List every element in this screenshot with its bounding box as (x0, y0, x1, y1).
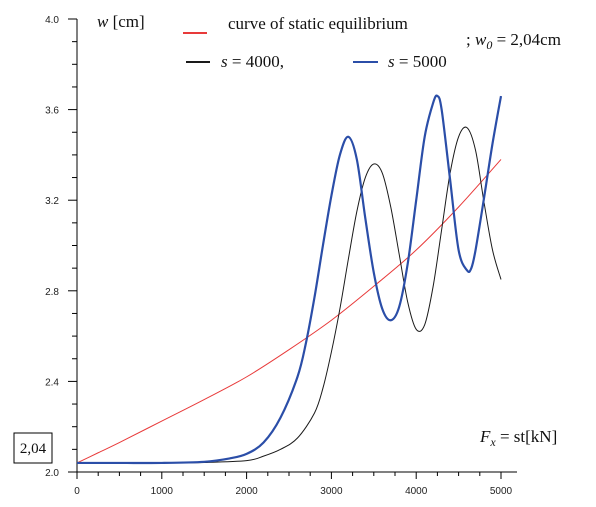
legend-label-s4000: s = 4000, (221, 52, 284, 71)
x-axis-label: Fx = st[kN] (479, 427, 557, 449)
y-tick-label: 2.0 (45, 468, 59, 479)
series-static-equilibrium (76, 159, 502, 464)
x-tick-label: 5000 (490, 486, 513, 497)
y-tick-label: 4.0 (45, 15, 59, 26)
x-tick-label: 0 (74, 486, 80, 497)
y-tick-label: 2.8 (45, 287, 59, 298)
legend: curve of static equilibrium s = 4000, s … (183, 14, 447, 71)
axis-ticks: 0 1000 2000 3000 4000 5000 2.0 2.4 2.8 3.2 3.6 4.0 (45, 15, 512, 497)
w0-box-label: 2,04 (20, 441, 47, 457)
x-tick-label: 3000 (320, 486, 343, 497)
x-tick-label: 4000 (405, 486, 428, 497)
legend-label-equilibrium: curve of static equilibrium (228, 14, 408, 33)
y-tick-label: 3.6 (45, 106, 59, 117)
w0-annotation: ; w0 = 2,04cm (466, 30, 561, 52)
y-axis-label: w [cm] (97, 12, 145, 31)
series-layer (76, 94, 503, 465)
series-s-4000 (77, 126, 502, 464)
legend-label-s5000: s = 5000 (388, 52, 447, 71)
series-s-5000 (77, 94, 503, 465)
y-tick-label: 2.4 (45, 377, 59, 388)
x-tick-label: 2000 (235, 486, 258, 497)
x-tick-label: 1000 (151, 486, 174, 497)
y-tick-label: 3.2 (45, 196, 59, 207)
w0-box (13, 432, 53, 464)
